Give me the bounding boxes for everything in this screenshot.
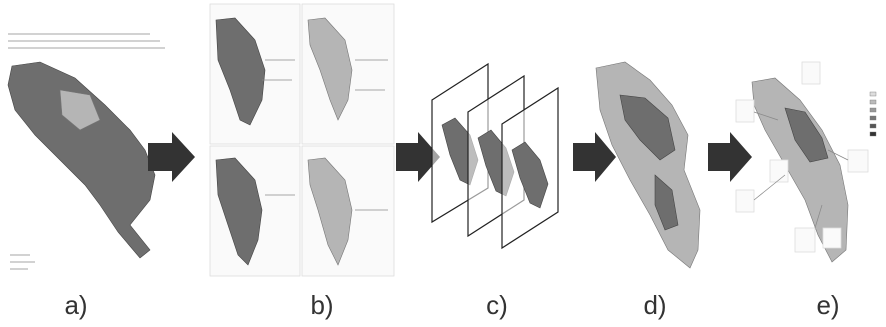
panel-label: c) xyxy=(486,290,508,320)
panel-d-image xyxy=(596,62,700,268)
panel-label: e) xyxy=(816,290,839,320)
arrow xyxy=(573,132,616,182)
panel-label: a) xyxy=(64,290,87,320)
panel-label: d) xyxy=(643,290,666,320)
panel-a-image xyxy=(8,34,165,269)
figure: a) b) c) d) e) xyxy=(0,0,886,327)
panel-label: b) xyxy=(310,290,333,320)
panel-b-image xyxy=(210,4,394,276)
arrow xyxy=(708,132,752,182)
panel-c-image xyxy=(432,64,558,248)
panel-e-image xyxy=(736,62,876,262)
